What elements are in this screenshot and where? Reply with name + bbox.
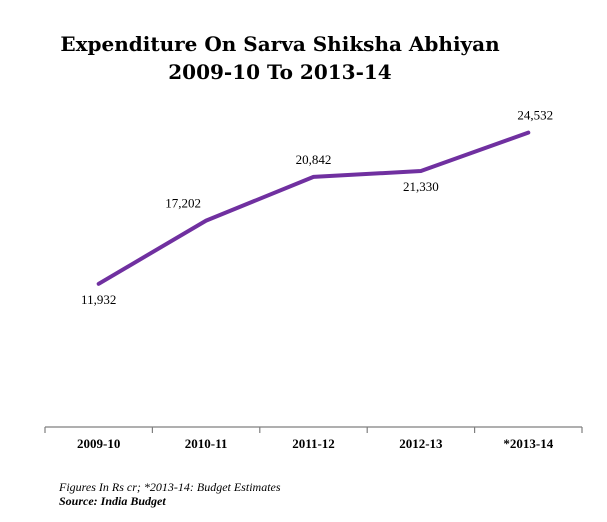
x-tick-label: 2010-11 [185, 436, 228, 451]
data-label: 20,842 [296, 152, 332, 167]
x-tick-label: 2009-10 [77, 436, 120, 451]
data-label: 24,532 [517, 108, 553, 123]
chart-title-line-2: 2009-10 To 2013-14 [168, 60, 392, 84]
series-line [96, 130, 531, 286]
chart-title-line-1: Expenditure On Sarva Shiksha Abhiyan [60, 32, 500, 56]
x-tick-label: 2011-12 [292, 436, 335, 451]
footnote: Figures In Rs cr; *2013-14: Budget Estim… [59, 480, 281, 494]
data-label: 11,932 [81, 292, 116, 307]
data-label: 17,202 [165, 196, 201, 211]
data-label: 21,330 [403, 179, 439, 194]
chart-title: Expenditure On Sarva Shiksha Abhiyan 200… [0, 30, 560, 86]
x-tick-label: 2012-13 [399, 436, 443, 451]
chart-notes: Figures In Rs cr; *2013-14: Budget Estim… [59, 480, 281, 508]
line-chart: 2009-10 2010-11 2011-12 2012-13 *2013-14 11,… [44, 108, 583, 451]
source-note: Source: India Budget [59, 494, 166, 508]
x-tick-label: *2013-14 [503, 436, 553, 451]
